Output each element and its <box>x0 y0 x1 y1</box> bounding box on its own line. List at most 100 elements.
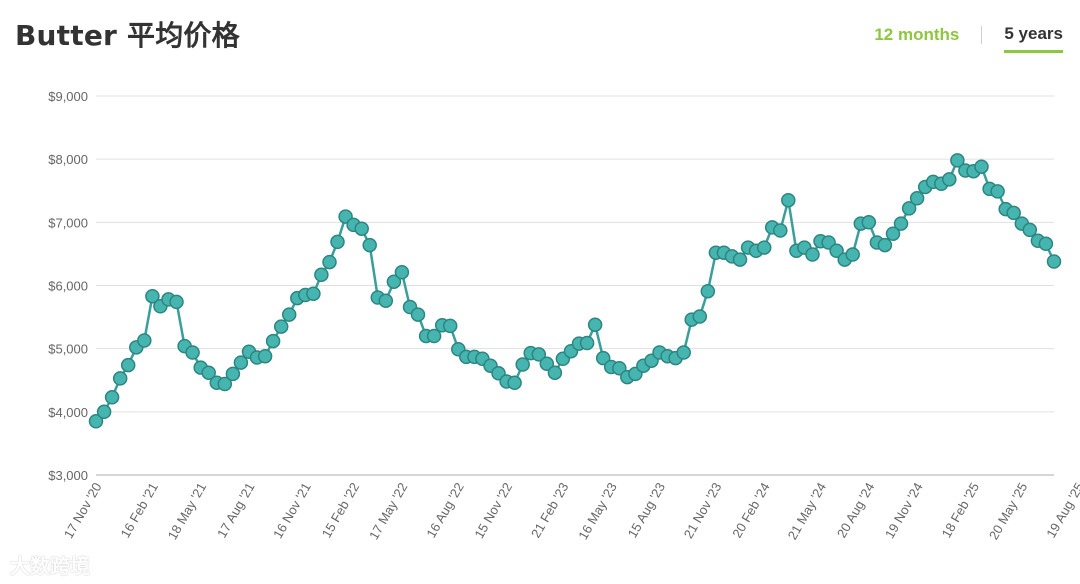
page-title: Butter 平均价格 <box>15 19 240 52</box>
y-tick-label: $4,000 <box>48 405 88 420</box>
x-tick-label: 21 Feb '23 <box>528 480 572 540</box>
data-point[interactable] <box>354 221 369 236</box>
y-axis-ticks: $3,000 $4,000 $5,000 $6,000 $7,000 $8,000 $9,0… <box>48 89 88 483</box>
data-point[interactable] <box>700 283 716 299</box>
data-point[interactable] <box>1038 236 1054 252</box>
data-point[interactable] <box>1046 254 1062 269</box>
data-point[interactable] <box>676 345 691 360</box>
data-point[interactable] <box>539 356 555 372</box>
grid-lines <box>96 95 1054 476</box>
data-point[interactable] <box>845 247 860 262</box>
x-tick-label: 17 Aug '21 <box>214 480 258 540</box>
data-point[interactable] <box>314 267 329 283</box>
y-tick-label: $5,000 <box>48 342 88 357</box>
y-tick-label: $3,000 <box>48 468 88 483</box>
x-tick-label: 15 Feb '22 <box>319 480 363 540</box>
tab-divider <box>981 25 983 44</box>
x-tick-label: 16 May '23 <box>575 480 620 542</box>
data-point[interactable] <box>96 404 112 420</box>
data-point[interactable] <box>201 365 216 380</box>
data-point[interactable] <box>257 348 273 364</box>
data-point[interactable] <box>893 216 909 231</box>
data-point[interactable] <box>942 172 957 187</box>
data-point[interactable] <box>612 360 627 376</box>
x-tick-label: 20 Aug '24 <box>834 480 878 540</box>
x-tick-label: 15 Aug '23 <box>625 480 669 540</box>
data-point[interactable] <box>515 357 530 372</box>
y-tick-label: $9,000 <box>48 89 88 104</box>
data-point[interactable] <box>974 159 989 174</box>
series-points <box>88 153 1062 429</box>
data-point[interactable] <box>273 319 289 334</box>
x-axis-ticks: 17 Nov '20 16 Feb '21 18 May '21 17 Aug '21… <box>61 480 1080 542</box>
data-point[interactable] <box>233 355 249 370</box>
data-point[interactable] <box>330 234 345 250</box>
data-point[interactable] <box>322 254 337 270</box>
y-tick-label: $7,000 <box>48 215 88 230</box>
x-tick-label: 20 May '25 <box>986 480 1031 542</box>
x-tick-label: 16 Aug '22 <box>423 480 467 540</box>
data-point[interactable] <box>781 192 796 208</box>
data-point[interactable] <box>1006 205 1021 221</box>
data-point[interactable] <box>595 350 611 366</box>
x-tick-label: 21 Nov '23 <box>681 480 725 541</box>
data-point[interactable] <box>885 226 901 241</box>
data-point[interactable] <box>829 243 844 259</box>
data-point[interactable] <box>531 347 547 362</box>
data-point[interactable] <box>112 371 128 386</box>
data-point[interactable] <box>861 215 877 230</box>
data-point[interactable] <box>773 223 788 238</box>
data-point[interactable] <box>901 201 917 216</box>
data-point[interactable] <box>378 293 394 308</box>
data-point[interactable] <box>877 237 893 253</box>
x-tick-label: 20 Feb '24 <box>729 480 773 540</box>
x-tick-label: 15 Nov '22 <box>471 480 515 541</box>
data-point[interactable] <box>281 307 297 322</box>
data-point[interactable] <box>909 191 925 206</box>
data-point[interactable] <box>104 390 120 405</box>
x-tick-label: 21 May '24 <box>785 480 830 542</box>
x-tick-label: 17 Nov '20 <box>61 480 105 541</box>
data-point[interactable] <box>410 307 426 322</box>
data-point[interactable] <box>217 376 233 392</box>
tab-12-months[interactable]: 12 months <box>874 24 960 44</box>
data-point[interactable] <box>88 414 104 429</box>
data-point[interactable] <box>169 294 184 310</box>
data-point[interactable] <box>756 240 772 255</box>
y-tick-label: $6,000 <box>48 279 88 294</box>
data-point[interactable] <box>120 357 136 373</box>
data-point[interactable] <box>265 333 281 349</box>
x-tick-label: 18 Feb '25 <box>939 480 983 540</box>
x-tick-label: 19 Aug '25 <box>1043 480 1080 540</box>
data-point[interactable] <box>306 286 321 301</box>
data-point[interactable] <box>990 184 1005 199</box>
x-tick-label: 18 May '21 <box>165 480 210 542</box>
data-point[interactable] <box>442 318 458 334</box>
data-point[interactable] <box>1022 222 1038 238</box>
data-point[interactable] <box>692 309 708 324</box>
x-tick-label: 19 Nov '24 <box>882 480 926 541</box>
data-point[interactable] <box>507 375 522 391</box>
data-point[interactable] <box>362 237 377 253</box>
data-point[interactable] <box>225 366 241 382</box>
data-point[interactable] <box>805 247 820 262</box>
x-tick-label: 16 Feb '21 <box>117 480 161 540</box>
data-point[interactable] <box>185 345 200 360</box>
tab-5-years[interactable]: 5 years <box>1004 24 1063 53</box>
data-point[interactable] <box>145 288 160 304</box>
data-point[interactable] <box>732 252 748 267</box>
data-point[interactable] <box>386 274 402 289</box>
range-tabs: 12 months 5 years <box>874 24 1063 53</box>
x-tick-label: 16 Nov '21 <box>270 480 314 541</box>
data-point[interactable] <box>137 333 152 348</box>
data-point[interactable] <box>587 317 603 332</box>
data-point[interactable] <box>579 335 595 351</box>
x-tick-label: 17 May '22 <box>366 480 411 542</box>
data-point[interactable] <box>426 328 442 344</box>
data-point[interactable] <box>950 153 965 168</box>
data-point[interactable] <box>394 264 410 280</box>
y-tick-label: $8,000 <box>48 152 88 167</box>
data-point[interactable] <box>547 365 563 380</box>
watermark-text: 大数跨境 <box>10 554 90 578</box>
